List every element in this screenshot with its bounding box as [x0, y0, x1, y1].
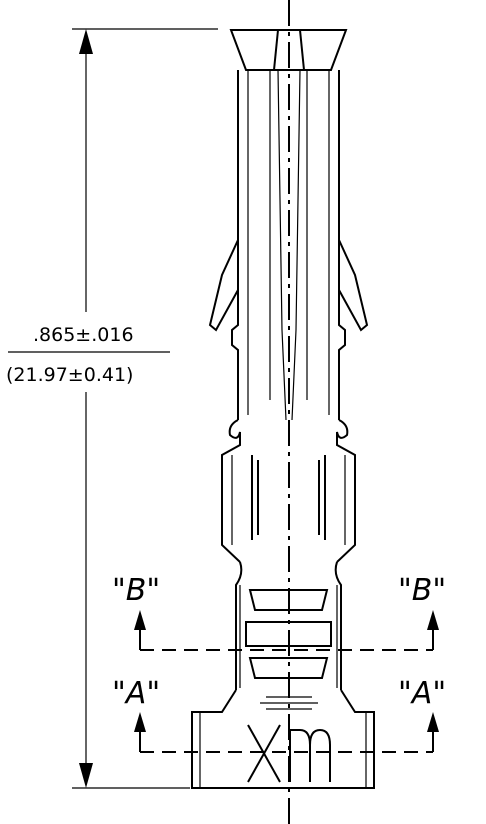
crimp-window-3	[248, 657, 329, 679]
funnel-slot-right	[299, 29, 305, 71]
overall-length-dimension: .865±.016 (21.97±0.41)	[6, 28, 218, 789]
section-b-left-arrow	[134, 610, 146, 630]
part-marking-xm	[247, 724, 331, 783]
crimp-window-1	[248, 589, 329, 611]
crimp-window-2	[245, 621, 332, 647]
section-a-markers: "A" "A"	[112, 676, 446, 753]
arrowhead-bottom	[79, 763, 93, 788]
slot-taper-left	[277, 69, 287, 421]
slot-taper-right	[291, 69, 301, 421]
retention-tine-right	[338, 239, 369, 332]
dimension-mm-text: (21.97±0.41)	[6, 364, 133, 386]
section-b-markers: "B" "B"	[112, 573, 446, 651]
neck-right	[334, 561, 342, 690]
insulation-barrel	[191, 689, 375, 789]
retention-tine-left	[208, 239, 239, 332]
barrel-left	[231, 70, 239, 420]
shoulder-left	[221, 419, 241, 563]
neck-left	[235, 561, 243, 690]
barrel-right	[338, 70, 346, 420]
shoulder-right	[336, 419, 356, 563]
section-a-right-arrow	[427, 712, 439, 732]
section-b-left-label: "B"	[112, 573, 160, 608]
section-a-left-arrow	[134, 712, 146, 732]
section-a-left-label: "A"	[112, 676, 160, 711]
dimension-inch-text: .865±.016	[33, 324, 134, 346]
section-b-right-arrow	[427, 610, 439, 630]
arrowhead-top	[79, 29, 93, 54]
contact-body	[191, 29, 375, 789]
section-b-right-label: "B"	[398, 573, 446, 608]
funnel-slot-left	[273, 29, 279, 71]
section-a-right-label: "A"	[398, 676, 446, 711]
funnel-top	[229, 29, 348, 71]
